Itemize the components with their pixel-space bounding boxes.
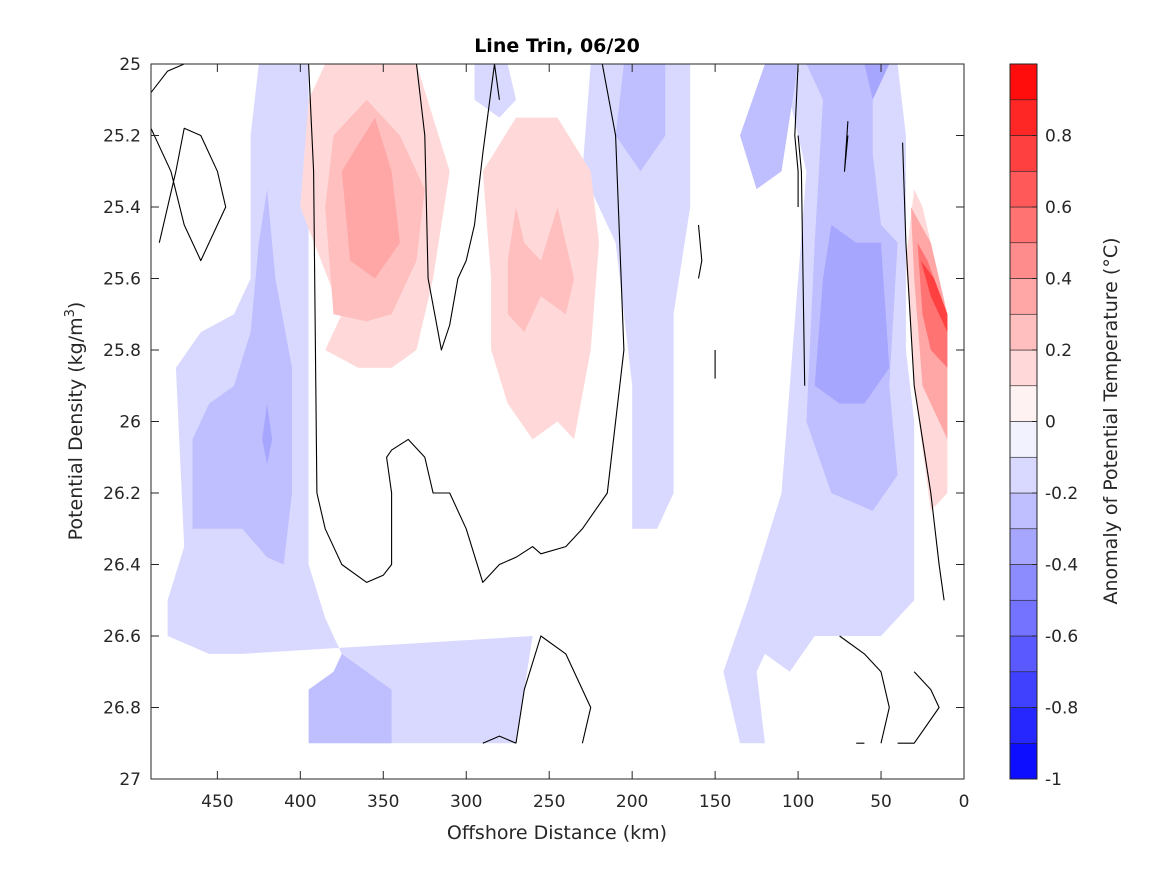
colorbar-swatch-9	[1009, 421, 1038, 458]
x-tick-label-250: 250	[533, 792, 565, 812]
contour-region-cold-band-200-core	[615, 64, 666, 172]
y-axis-label-main: Potential Density (kg/m	[65, 317, 87, 540]
zero-contour-1	[151, 127, 227, 262]
x-tick-label-0: 0	[959, 792, 970, 812]
y-tick-label-26.8: 26.8	[103, 699, 141, 719]
y-tick-label-25: 25	[119, 55, 141, 75]
zero-contour-11	[515, 635, 592, 744]
colorbar: 0.8 0.6 0.4 0.2 0 -0.2 -0.4 -0.6 -0.8 -1	[1009, 63, 1078, 790]
colorbar-swatch-6	[1009, 528, 1038, 565]
colorbar-tick-label-0.8: 0.8	[1045, 127, 1072, 147]
y-tick-label-26: 26	[119, 413, 141, 433]
colorbar-swatch-4	[1009, 599, 1038, 637]
colorbar-swatch-14	[1009, 242, 1038, 279]
colorbar-swatch-12	[1009, 313, 1038, 351]
zero-contour-0	[151, 64, 185, 93]
colorbar-swatch-10	[1009, 385, 1038, 422]
x-tick-label-450: 450	[201, 792, 233, 812]
contour-region-warm-coast-4	[920, 260, 948, 333]
colorbar-swatch-17	[1009, 135, 1038, 172]
colorbar-swatch-11	[1009, 349, 1038, 387]
colorbar-swatch-8	[1009, 456, 1038, 494]
y-axis: 25 25.2 25.4 25.6 25.8 26 26.2 26.4 26.6 26.8 27	[103, 55, 964, 790]
zero-contour-2	[308, 64, 625, 583]
y-tick-label-27: 27	[119, 770, 141, 790]
x-tick-label-150: 150	[699, 792, 731, 812]
colorbar-swatch-15	[1009, 206, 1038, 244]
contour-region-cold-blob-bottom	[308, 653, 392, 744]
zero-contour-10	[482, 735, 517, 744]
x-axis-label: Offshore Distance (km)	[447, 822, 667, 844]
contour-region-cold-patch-west-core	[192, 189, 292, 565]
y-axis-label-superscript: 3	[63, 309, 78, 317]
zero-contour-14	[897, 671, 940, 744]
filled-contours	[167, 64, 948, 744]
contour-region-cold-north-300	[474, 64, 516, 118]
colorbar-tick-label-0.4: 0.4	[1045, 270, 1072, 290]
colorbar-swatch-5	[1009, 564, 1038, 601]
contour-region-warm-350-core	[341, 117, 400, 279]
y-tick-label-26.6: 26.6	[103, 627, 141, 647]
zero-contour-9	[902, 142, 945, 601]
y-tick-label-25.8: 25.8	[103, 341, 141, 361]
colorbar-tick-label--0.8: -0.8	[1045, 699, 1078, 719]
contour-region-warm-250-core	[507, 207, 575, 333]
colorbar-tick-label-0.2: 0.2	[1045, 341, 1072, 361]
colorbar-tick-label--0.2: -0.2	[1045, 484, 1078, 504]
contour-region-cold-north-east	[864, 64, 890, 100]
colorbar-tick-label-0: 0	[1045, 413, 1056, 433]
colorbar-swatch-13	[1009, 278, 1038, 315]
contour-region-cold-patch-west-deep	[262, 403, 273, 465]
zero-contour-lines	[151, 64, 945, 744]
colorbar-swatch-19	[1009, 63, 1038, 101]
y-tick-label-26.4: 26.4	[103, 556, 141, 576]
colorbar-swatch-3	[1009, 635, 1038, 673]
colorbar-swatch-0	[1009, 742, 1038, 780]
colorbar-label: Anomaly of Potential Temperature (°C)	[1100, 238, 1122, 605]
colorbar-tick-label--1: -1	[1045, 770, 1062, 790]
contour-region-cold-band-200	[582, 64, 691, 529]
contour-region-cold-band-west	[167, 64, 533, 744]
zero-contour-13	[839, 635, 890, 744]
colorbar-swatch-18	[1009, 99, 1038, 136]
colorbar-tick-label--0.6: -0.6	[1045, 627, 1078, 647]
colorbar-swatch-16	[1009, 170, 1038, 208]
colorbar-swatch-7	[1009, 492, 1038, 530]
zero-contour-6	[794, 64, 799, 207]
x-tick-label-350: 350	[367, 792, 399, 812]
y-axis-label: Potential Density (kg/m3)	[63, 302, 87, 541]
zero-contour-4	[697, 224, 703, 279]
chart-title: Line Trin, 06/20	[474, 35, 640, 57]
y-tick-label-26.2: 26.2	[103, 484, 141, 504]
x-tick-label-400: 400	[284, 792, 316, 812]
y-tick-label-25.6: 25.6	[103, 270, 141, 290]
zero-contour-7	[797, 135, 806, 386]
contour-region-cold-band-east-core	[814, 224, 890, 404]
y-axis-label-close: )	[65, 302, 87, 309]
colorbar-swatch-1	[1009, 707, 1038, 744]
x-tick-label-100: 100	[782, 792, 814, 812]
x-axis: 450 400 350 300 250 200 150 100 50 0	[201, 64, 969, 812]
x-tick-label-200: 200	[616, 792, 648, 812]
x-tick-label-300: 300	[450, 792, 482, 812]
y-tick-label-25.4: 25.4	[103, 198, 141, 218]
x-tick-label-50: 50	[870, 792, 892, 812]
zero-contour-8	[843, 121, 849, 172]
colorbar-swatch-2	[1009, 671, 1038, 708]
zero-contour-3	[415, 64, 500, 351]
colorbar-tick-label--0.4: -0.4	[1045, 556, 1078, 576]
y-tick-label-25.2: 25.2	[103, 127, 141, 147]
colorbar-tick-label-0.6: 0.6	[1045, 198, 1072, 218]
